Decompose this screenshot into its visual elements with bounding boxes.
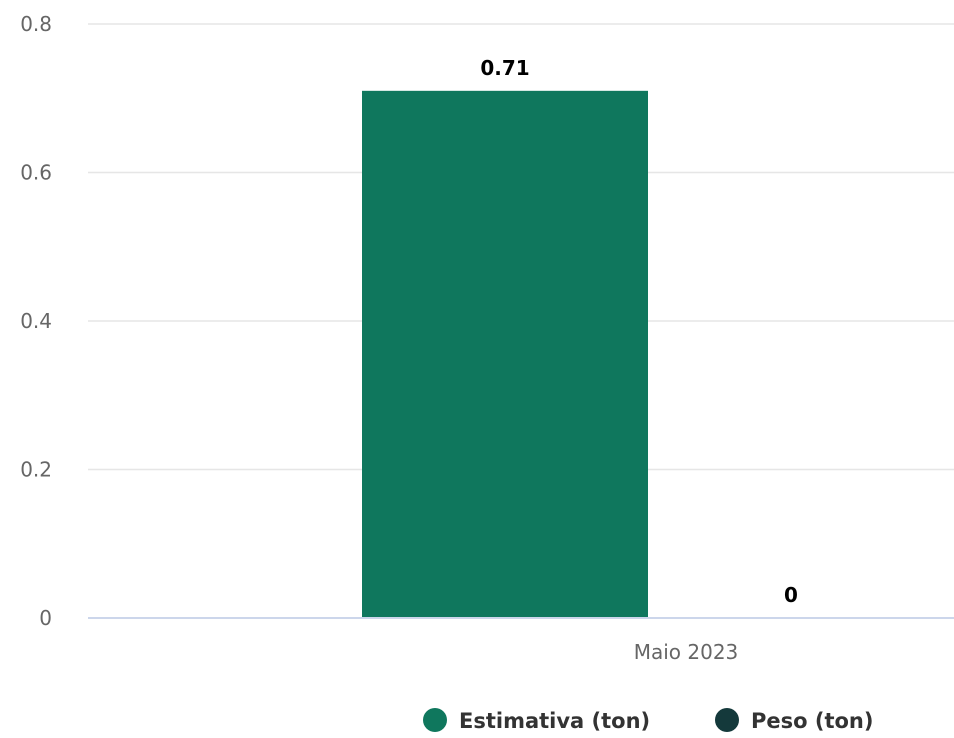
y-tick-label: 0.2	[20, 458, 52, 482]
legend-label-peso: Peso (ton)	[751, 709, 873, 733]
y-axis: 0 0.2 0.4 0.6 0.8	[20, 12, 52, 630]
y-tick-label: 0	[39, 606, 52, 630]
data-label-peso: 0	[784, 583, 798, 607]
bar-estimativa[interactable]	[362, 90, 648, 618]
legend-item-peso[interactable]: Peso (ton)	[715, 708, 873, 733]
legend: Estimativa (ton) Peso (ton)	[423, 708, 873, 733]
data-label-estimativa: 0.71	[480, 56, 529, 80]
bars	[362, 90, 648, 618]
y-tick-label: 0.6	[20, 161, 52, 185]
x-tick-label: Maio 2023	[634, 640, 739, 664]
legend-marker-peso	[715, 708, 739, 732]
data-labels: 0.71 0	[480, 56, 798, 607]
y-tick-label: 0.8	[20, 12, 52, 36]
y-tick-label: 0.4	[20, 309, 52, 333]
x-axis: Maio 2023	[634, 640, 739, 664]
legend-item-estimativa[interactable]: Estimativa (ton)	[423, 708, 650, 733]
legend-label-estimativa: Estimativa (ton)	[459, 709, 650, 733]
legend-marker-estimativa	[423, 708, 447, 732]
